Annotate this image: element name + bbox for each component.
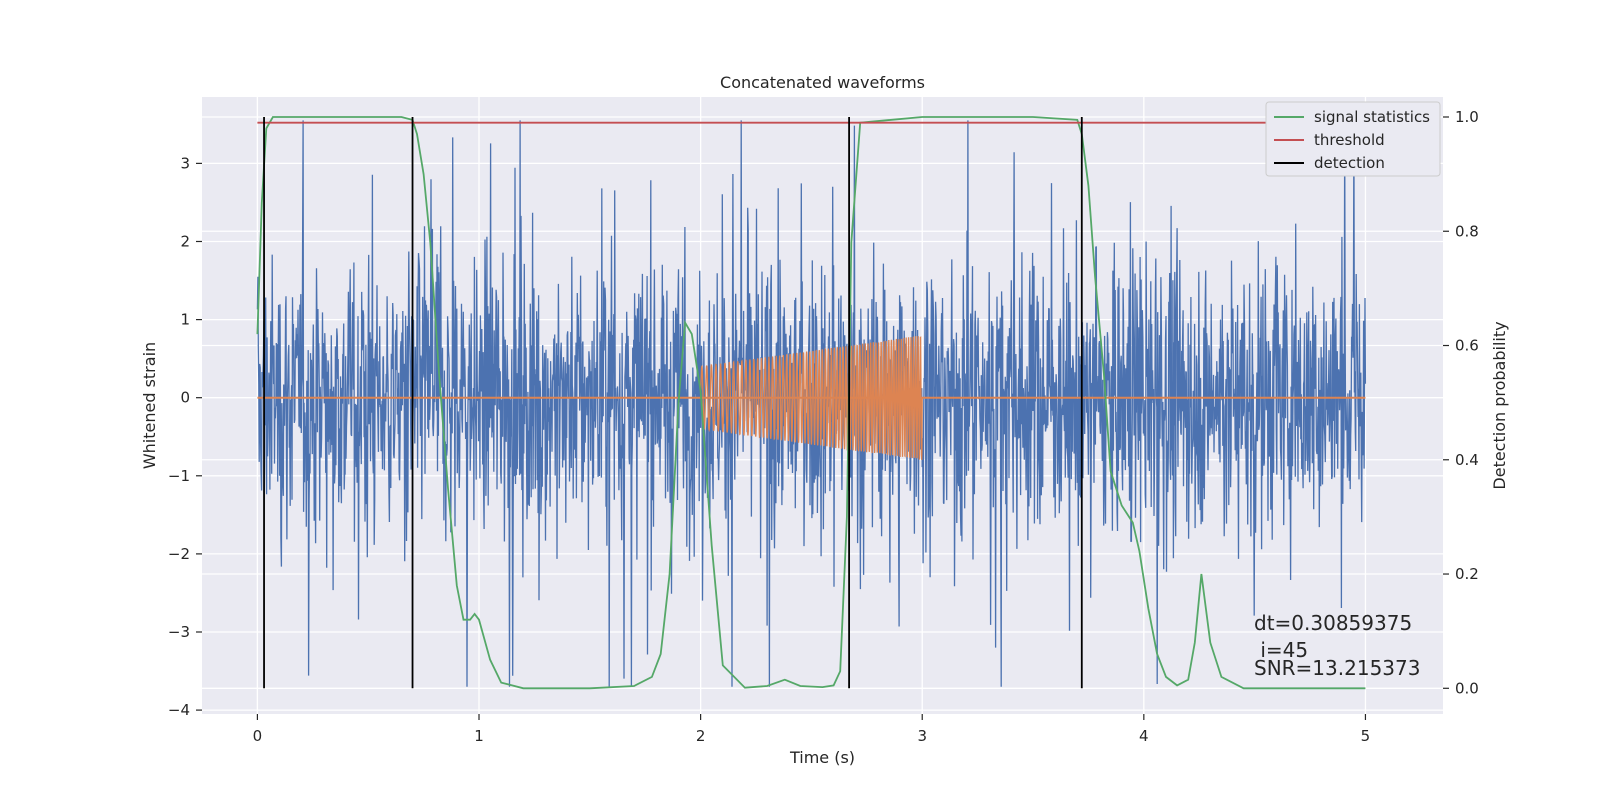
legend-box: [1265, 101, 1441, 177]
x-tick-label: 3: [917, 727, 927, 745]
y-tick-label: −3: [168, 623, 190, 641]
x-tick-label: 0: [253, 727, 263, 745]
y-tick-label: 3: [180, 154, 190, 172]
x-tick-label: 4: [1139, 727, 1149, 745]
annotation-snr: SNR=13.215373: [1254, 656, 1420, 680]
legend-label-threshold: threshold: [1314, 131, 1385, 149]
legend-label-signal-statistics: signal statistics: [1314, 108, 1430, 126]
y-tick-label: −1: [168, 467, 190, 485]
y2-tick-label: 0.4: [1455, 451, 1479, 469]
y2-tick-label: 0.6: [1455, 337, 1479, 355]
chart-title: Concatenated waveforms: [720, 73, 925, 92]
x-axis-title: Time (s): [789, 748, 855, 767]
x-tick-label: 2: [696, 727, 706, 745]
y2-tick-label: 0.2: [1455, 565, 1479, 583]
signal-statistics-line: [256, 116, 1366, 690]
detection-lines: [263, 116, 1083, 689]
y-tick-label: −4: [168, 701, 190, 719]
y2-axis-title: Detection probability: [1490, 321, 1509, 489]
x-tick-label: 5: [1361, 727, 1371, 745]
annotation-dt: dt=0.30859375: [1254, 611, 1412, 635]
y-tick-label: 2: [180, 232, 190, 250]
legend: signal statistics threshold detection: [1265, 101, 1441, 177]
data-series: [256, 116, 1367, 690]
noise-series-line: [256, 120, 1367, 687]
y-tick-label: 1: [180, 311, 190, 329]
x-tick-label: 1: [474, 727, 484, 745]
annotation-i: i=45: [1254, 638, 1308, 662]
y-tick-label: 0: [180, 389, 190, 407]
injection-series-line: [699, 336, 923, 460]
y2-tick-label: 1.0: [1455, 108, 1479, 126]
legend-label-detection: detection: [1314, 154, 1385, 172]
y-tick-label: −2: [168, 545, 190, 563]
y-axis-title: Whitened strain: [140, 342, 159, 469]
tick-marks: [196, 116, 1449, 720]
y2-tick-label: 0.0: [1455, 679, 1479, 697]
y2-tick-label: 0.8: [1455, 222, 1479, 240]
